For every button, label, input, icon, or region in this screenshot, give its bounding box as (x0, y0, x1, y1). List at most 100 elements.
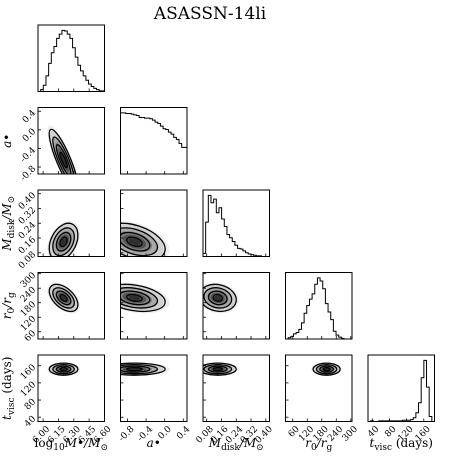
label-part: t (370, 436, 375, 450)
contour-line (48, 283, 79, 313)
label-part: t (0, 415, 14, 420)
x-axis-label-tvisc: tvisc (days) (370, 436, 433, 453)
panel-frame (285, 272, 353, 340)
label-part: M (64, 436, 78, 450)
contour-line (59, 151, 68, 169)
contour-line (52, 287, 75, 309)
contour-line (52, 136, 75, 174)
density-shade (128, 295, 141, 301)
x-axis-label-r0: r0/rg (305, 436, 332, 453)
y-axis-label-mdisk: Mdisk/M⊙ (0, 196, 17, 252)
panel-frame (37, 24, 105, 92)
contour-line (120, 364, 159, 375)
x-axis-label-logM: log10M•/M⊙ (35, 436, 108, 453)
y-axis-label-r0: r0/rg (0, 292, 17, 319)
y-tick-label: 40 (23, 414, 38, 429)
contour-line (55, 365, 72, 373)
contour-line (120, 290, 151, 306)
contour-line (59, 236, 68, 247)
y-tick-label: 0.4 (21, 108, 38, 125)
density-shade (120, 224, 164, 257)
density-panel-spin-vs-logM: -0.8-0.40.0 0.4 (19, 107, 105, 184)
density-shade (52, 136, 75, 174)
panel-frame (37, 354, 105, 422)
panel-frame (367, 354, 435, 422)
panel-frame (285, 354, 353, 422)
panel-frame (37, 272, 105, 340)
label-part: g (7, 292, 17, 298)
density-shade (60, 154, 67, 166)
contour-line (126, 293, 143, 302)
contour-line (322, 367, 331, 372)
x-tick-label: 300 (341, 424, 360, 443)
label-part: disk (7, 219, 17, 238)
density-shade (52, 227, 75, 256)
density-shade (120, 285, 164, 311)
label-part: ⊙ (100, 443, 108, 453)
label-part: 0 (7, 308, 17, 314)
y-axis-label-tvisc: tvisc (days) (0, 357, 17, 420)
contour-line (120, 365, 151, 373)
histogram-r0 (285, 277, 352, 340)
contour-line (52, 227, 75, 257)
y-tick-label: 240 (19, 285, 38, 304)
contour-line (203, 364, 233, 375)
histogram-panel-mdisk (202, 189, 270, 257)
y-axis-label-spin: a• (0, 134, 14, 148)
contour-line (55, 231, 72, 252)
label-part: • (77, 436, 84, 450)
contour-line (59, 293, 68, 302)
contour-line (48, 128, 79, 174)
label-part: disk (221, 443, 240, 453)
label-part: /r (316, 436, 328, 450)
density-shade (207, 290, 229, 306)
label-part: ⊙ (256, 443, 264, 453)
y-axis-labels: a• Mdisk/M⊙ r0/rg tvisc (days) (0, 134, 17, 420)
y-tick-label: 300 (19, 271, 38, 290)
contour-line (207, 290, 228, 306)
label-part: (days) (392, 436, 433, 450)
density-panel-tvisc-vs-spin: -0.8 -0.4 0.0 0.4 (117, 354, 193, 444)
contour-line (120, 227, 159, 257)
histogram-panel-logM (37, 24, 105, 92)
histogram-logM (38, 29, 105, 92)
label-part: g (327, 443, 333, 453)
contour-line (55, 290, 72, 306)
density-shade (207, 365, 229, 373)
y-tick-label: 180 (19, 300, 38, 319)
density-shade (60, 238, 67, 246)
label-part: • (0, 134, 14, 141)
x-tick-label: 0.4 (175, 424, 192, 441)
panel-frame (120, 272, 188, 340)
density-shade (49, 224, 78, 257)
y-tick-label: -0.8 (19, 164, 39, 184)
density-shade (128, 238, 141, 246)
contour-line (120, 222, 166, 257)
histogram-tvisc (368, 359, 435, 422)
density-shade (58, 148, 70, 172)
contour-line (120, 231, 151, 252)
contour-line (203, 287, 233, 309)
density-shade (214, 295, 222, 301)
label-part: r (305, 436, 312, 450)
contour-line (203, 283, 237, 313)
label-part: M (0, 238, 14, 252)
contour-line (126, 367, 143, 372)
density-shade (120, 227, 158, 256)
density-shade (47, 125, 80, 174)
x-axis-labels: log10M•/M⊙ a• Mdisk/M⊙ r0/rg tvisc (days) (35, 436, 433, 453)
density-shade (52, 287, 75, 309)
density-shade (55, 142, 72, 174)
histogram-panel-r0 (285, 272, 353, 340)
label-part: r (0, 312, 14, 319)
label-part: visc (373, 443, 392, 453)
density-shade (324, 368, 330, 371)
label-part: /M (83, 436, 101, 450)
contour-line (207, 365, 228, 373)
contour-line (120, 283, 166, 313)
panel-frame (202, 189, 270, 257)
panels: 40 80120160-0.8-0.40.00.40.080.160.240.32… (17, 24, 435, 446)
y-tick-label: 120 (19, 314, 38, 333)
